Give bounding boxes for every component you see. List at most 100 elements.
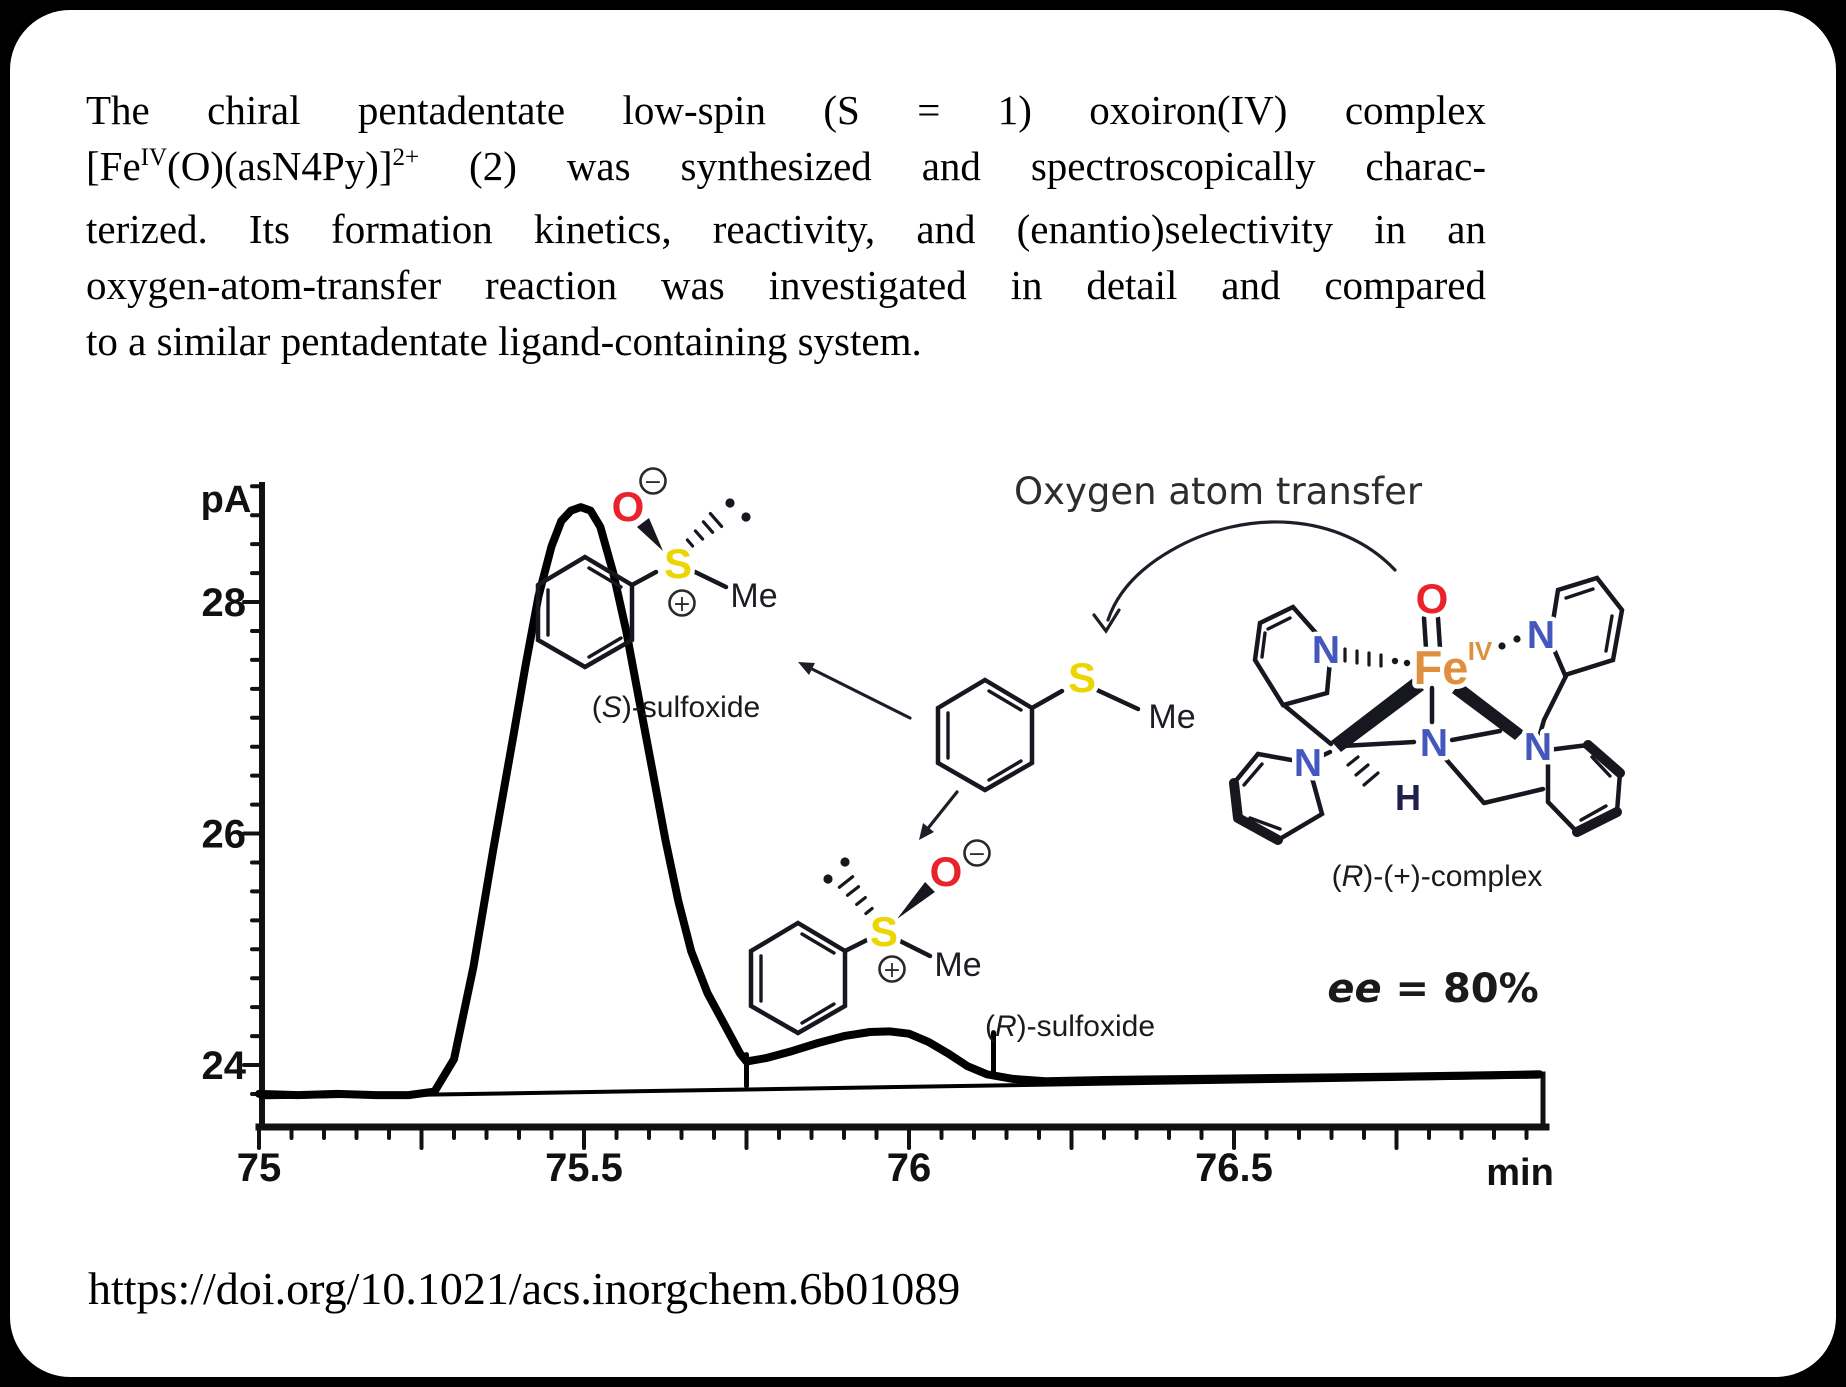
- ulring-c-bond: [1282, 703, 1334, 747]
- ring-s-bond: [629, 569, 659, 588]
- abstract-line-4: oxygen-atom-transfer reaction was invest…: [86, 257, 1486, 313]
- benzene-ring: [748, 920, 848, 1036]
- sulfur-atom-label: S: [664, 540, 692, 587]
- y-ticks: [242, 484, 264, 1096]
- ring-double-bond: [1248, 816, 1282, 831]
- hash-bond-to-h: [1346, 755, 1380, 787]
- oxo-oxygen-label: O: [1416, 575, 1449, 622]
- ring-s-bond: [1029, 688, 1065, 711]
- y-tick-label: 26: [202, 813, 247, 857]
- bold-wedge-to-n-bottom-right: [1452, 682, 1524, 740]
- ring-double-bond: [1579, 804, 1608, 822]
- bold-ring-edge: [1583, 740, 1625, 778]
- iron-atom-label: Fe: [1414, 641, 1469, 694]
- nitrogen-label-right: N: [1527, 614, 1555, 657]
- x-tick-label: 76: [887, 1146, 932, 1190]
- ring-double-bond: [1242, 762, 1264, 787]
- ring-double-bond: [1590, 755, 1612, 778]
- c-namine-bond: [1339, 739, 1417, 749]
- arrow-to-r-sulfoxide: [923, 790, 959, 834]
- methyl-label: Me: [1148, 698, 1195, 736]
- oxoiron-complex-structure: O Fe IV N N N N N H (R)-(+)-complex: [1229, 571, 1625, 893]
- positive-charge-sign: +: [673, 592, 691, 617]
- chromatogram: pA min 24 26 28 75 75.5 76 76.5: [201, 479, 1554, 1194]
- dative-bond-dot: [1513, 635, 1521, 643]
- abstract-line-3-text: terized. Its formation kinetics, reactiv…: [86, 206, 1486, 252]
- positive-charge-circle: [668, 589, 696, 617]
- abstract-paragraph: The chiral pentadentate low-spin (S = 1)…: [86, 82, 1486, 369]
- x-tick-labels: 75 75.5 76 76.5: [237, 1146, 1273, 1190]
- sulfur-atom-label: S: [870, 908, 898, 955]
- fe-oxo-double-bond: [1421, 615, 1429, 651]
- fe-oxo-double-bond: [1435, 615, 1443, 651]
- oxygen-atom-label: O: [612, 483, 645, 530]
- oxygen-transfer-curved-arrow: [1106, 520, 1397, 622]
- oxygen-atom-transfer-label: Oxygen atom transfer: [1014, 470, 1423, 513]
- hash-bond-to-lone-pair: [837, 875, 874, 916]
- r-sulfoxide-structure: O − S + Me (R)-sulfoxide: [748, 839, 1155, 1043]
- namine-wedge-bond: [1449, 728, 1503, 743]
- positive-charge-sign: +: [883, 958, 901, 983]
- wedge-bond-to-oxygen: [637, 518, 663, 551]
- ring-double-bond: [1260, 631, 1267, 659]
- doi-link[interactable]: https://doi.org/10.1021/acs.inorgchem.6b…: [88, 1263, 961, 1314]
- y-tick-label: 24: [202, 1044, 247, 1088]
- abstract-line-1-text: The chiral pentadentate low-spin (S = 1)…: [86, 87, 1486, 133]
- lone-pair-dot: [725, 498, 735, 508]
- ch2-bridge-right: [1441, 754, 1546, 806]
- y-tick-label: 28: [202, 581, 247, 625]
- chromatogram-trace: [255, 503, 1544, 1100]
- methyl-label: Me: [934, 946, 981, 984]
- abstract-line-5-text: to a similar pentadentate ligand-contain…: [86, 318, 922, 364]
- bold-wedge-to-chiral-carbon: [1331, 678, 1424, 752]
- x-tick-label: 75.5: [545, 1146, 623, 1190]
- ring-double-bond: [1564, 587, 1595, 600]
- ring-double-bond: [987, 759, 1023, 782]
- negative-charge-circle: [963, 839, 991, 867]
- abstract-line-2: [FeIV(O)(asN4Py)]2+ (2) was synthesized …: [86, 138, 1486, 201]
- ring-double-bond: [587, 636, 623, 659]
- ring-double-bond: [800, 1002, 836, 1025]
- nitrogen-label-center: N: [1420, 722, 1448, 765]
- bold-ring-edge: [1572, 807, 1622, 837]
- y-axis-unit-label: pA: [201, 479, 252, 521]
- thioanisole-structure: S Me: [935, 650, 1200, 793]
- x-tick-label: 76.5: [1195, 1146, 1273, 1190]
- sulfur-atom-label: S: [1068, 654, 1096, 701]
- formula-ligand: (O)(asN4Py)]: [167, 143, 393, 189]
- abstract-line-4-text: oxygen-atom-transfer reaction was invest…: [86, 262, 1486, 308]
- ring-double-bond: [1266, 616, 1292, 631]
- abstract-line-1: The chiral pentadentate low-spin (S = 1)…: [86, 82, 1486, 138]
- ring-double-bond: [587, 566, 623, 589]
- abstract-line-2-text: (2) was synthesized and spectroscopicall…: [419, 143, 1486, 189]
- charge-superscript: 2+: [392, 144, 420, 171]
- arrow-to-s-sulfoxide: [804, 664, 912, 720]
- arrowhead: [919, 823, 934, 840]
- ring-double-bond: [1604, 614, 1614, 653]
- s-sulfoxide-structure: O − S + Me (S)-sulfoxide: [535, 467, 782, 724]
- dative-bond-dot: [1498, 642, 1506, 650]
- ch2-bridge-upper-right: [1537, 673, 1569, 737]
- arrowhead: [798, 662, 815, 675]
- lone-pair-dot: [840, 857, 850, 867]
- r-sulfoxide-caption: (R)-sulfoxide: [985, 1010, 1155, 1043]
- negative-charge-sign: −: [968, 842, 986, 867]
- s-me-bond: [1094, 687, 1141, 712]
- hash-bond-nleft-fe: [1343, 647, 1411, 668]
- reaction-arrows: [798, 520, 1397, 840]
- ring-s-bond: [842, 937, 870, 954]
- lone-pair-dot: [741, 512, 751, 522]
- oxygen-atom-label: O: [930, 848, 963, 895]
- oxidation-state-superscript: IV: [140, 144, 168, 171]
- negative-charge-circle: [639, 467, 667, 495]
- formula-prefix: [Fe: [86, 143, 141, 189]
- x-ticks: [257, 1125, 1529, 1150]
- wedge-bond-to-oxygen: [897, 882, 935, 919]
- positive-charge-circle: [878, 955, 906, 983]
- lone-pair-dot: [823, 874, 833, 884]
- c-nbl-bond: [1312, 749, 1333, 762]
- ee-value-label: ee = 80%: [1327, 966, 1538, 1012]
- curved-arrowhead: [1092, 608, 1121, 634]
